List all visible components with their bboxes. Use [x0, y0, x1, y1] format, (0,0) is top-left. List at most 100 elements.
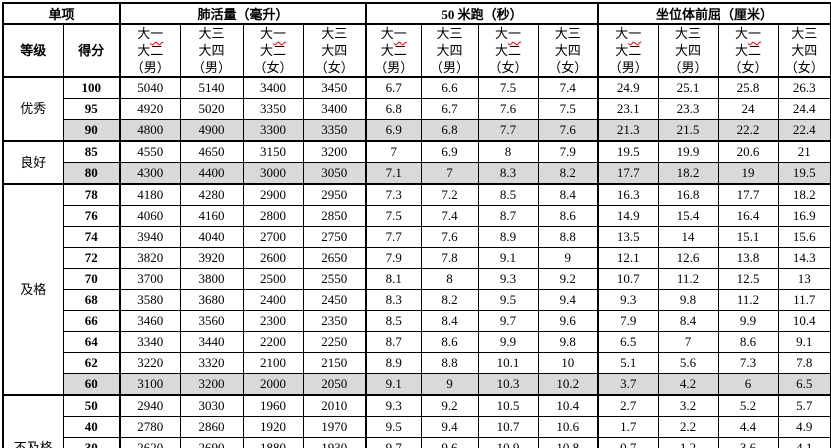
value-cell: 2100: [242, 352, 304, 374]
value-cell: 2250: [302, 331, 367, 353]
value-cell: 3220: [119, 352, 181, 374]
table-header: 单项 肺活量（毫升） 50 米跑（秒） 坐位体前屈（厘米） 等级 得分 大一 大二…: [2, 2, 831, 78]
value-cell: 6.9: [420, 140, 479, 163]
value-cell: 4280: [179, 183, 244, 206]
value-cell: 5140: [179, 76, 244, 99]
value-cell: 2200: [242, 331, 304, 353]
table-row: 74 3940 4040 2700 2750 7.7 7.6 8.9 8.8 13.5 14 15.1…: [3, 226, 831, 248]
table-row: 76 4060 4160 2800 2850 7.5 7.4 8.7 8.6 14.9 15.4 16…: [3, 205, 831, 227]
value-cell: 1930: [302, 437, 367, 448]
value-cell: 6.8: [420, 119, 479, 142]
spellcheck-squiggle: 一: [748, 26, 762, 41]
value-cell: 9.8: [537, 331, 599, 353]
value-cell: 6.7: [365, 76, 422, 99]
value-cell: 4.9: [777, 416, 831, 438]
grade-cell: 不及格: [2, 394, 64, 448]
spellcheck-squiggle: 一: [508, 26, 522, 41]
value-cell: 7.5: [365, 205, 422, 227]
value-cell: 7.9: [537, 140, 599, 163]
value-cell: 22.4: [777, 119, 831, 142]
value-cell: 18.2: [657, 162, 719, 185]
value-cell: 8.6: [420, 331, 479, 353]
value-cell: 1960: [242, 394, 304, 417]
value-cell: 7.4: [537, 76, 599, 99]
grade-cell: 优秀: [2, 76, 64, 142]
value-cell: 3940: [119, 226, 181, 248]
value-cell: 2690: [179, 437, 244, 448]
value-cell: 2620: [119, 437, 181, 448]
value-cell: 3.7: [597, 373, 659, 396]
value-cell: 2400: [242, 289, 304, 311]
value-cell: 7.8: [420, 247, 479, 269]
value-cell: 3340: [119, 331, 181, 353]
value-cell: 3440: [179, 331, 244, 353]
value-cell: 26.3: [777, 76, 831, 99]
value-cell: 5.7: [777, 394, 831, 417]
value-cell: 3680: [179, 289, 244, 311]
value-cell: 9.4: [420, 416, 479, 438]
value-cell: 7.6: [420, 226, 479, 248]
value-cell: 9.4: [537, 289, 599, 311]
value-cell: 10.4: [537, 394, 599, 417]
value-cell: 10.2: [537, 373, 599, 396]
table-row: 良好 85 4550 4650 3150 3200 7 6.9 8 7.9 19.5 19.9 20.6…: [2, 140, 831, 185]
value-cell: 7.7: [365, 226, 422, 248]
value-cell: 11.2: [717, 289, 779, 311]
value-cell: 10.8: [537, 437, 599, 448]
value-cell: 9.7: [477, 310, 539, 332]
value-cell: 15.4: [657, 205, 719, 227]
value-cell: 5020: [179, 98, 244, 120]
value-cell: 8.3: [365, 289, 422, 311]
value-cell: 3350: [242, 98, 304, 120]
value-cell: 17.7: [717, 183, 779, 206]
value-cell: 17.7: [597, 162, 659, 185]
value-cell: 21.3: [597, 119, 659, 142]
value-cell: 2350: [302, 310, 367, 332]
score-cell: 62: [62, 352, 121, 374]
subcolumn-header: 大三 大四 （女）: [302, 23, 367, 78]
value-cell: 2850: [302, 205, 367, 227]
subcolumn-header: 大三 大四 （男）: [657, 23, 719, 78]
value-cell: 8.7: [477, 205, 539, 227]
value-cell: 2650: [302, 247, 367, 269]
value-cell: 2700: [242, 226, 304, 248]
value-cell: 13.5: [597, 226, 659, 248]
value-cell: 4650: [179, 140, 244, 163]
value-cell: 16.9: [777, 205, 831, 227]
value-cell: 13: [777, 268, 831, 290]
value-cell: 8.7: [365, 331, 422, 353]
table-row: 30 2620 2690 1880 1930 9.7 9.6 10.9 10.8 0.7 1.2 3.…: [3, 437, 831, 448]
value-cell: 8: [477, 140, 539, 163]
value-cell: 6: [717, 373, 779, 396]
value-cell: 2900: [242, 183, 304, 206]
value-cell: 10.7: [477, 416, 539, 438]
value-cell: 7.4: [420, 205, 479, 227]
value-cell: 2860: [179, 416, 244, 438]
spellcheck-squiggle: 一: [628, 26, 642, 41]
table-row: 40 2780 2860 1920 1970 9.5 9.4 10.7 10.6 1.7 2.2 4.…: [3, 416, 831, 438]
value-cell: 2780: [119, 416, 181, 438]
value-cell: 1880: [242, 437, 304, 448]
table-row: 95 4920 5020 3350 3400 6.8 6.7 7.6 7.5 23.1 23.3 24…: [3, 98, 831, 120]
score-cell: 90: [62, 119, 121, 142]
spellcheck-squiggle: 一: [393, 26, 407, 41]
subcolumn-header: 大三 大四 （男）: [420, 23, 479, 78]
value-cell: 9.2: [420, 394, 479, 417]
value-cell: 15.1: [717, 226, 779, 248]
value-cell: 9.6: [420, 437, 479, 448]
value-cell: 19: [717, 162, 779, 185]
value-cell: 16.8: [657, 183, 719, 206]
value-cell: 3100: [119, 373, 181, 396]
subcolumn-header: 大一 大二 （女）: [717, 23, 779, 78]
value-cell: 6.8: [365, 98, 422, 120]
value-cell: 10.1: [477, 352, 539, 374]
value-cell: 6.5: [777, 373, 831, 396]
value-cell: 9.7: [365, 437, 422, 448]
value-cell: 0.7: [597, 437, 659, 448]
value-cell: 3320: [179, 352, 244, 374]
value-cell: 9.6: [537, 310, 599, 332]
value-cell: 3450: [302, 76, 367, 99]
subcolumn-header: 大一 大二 （女）: [242, 23, 304, 78]
